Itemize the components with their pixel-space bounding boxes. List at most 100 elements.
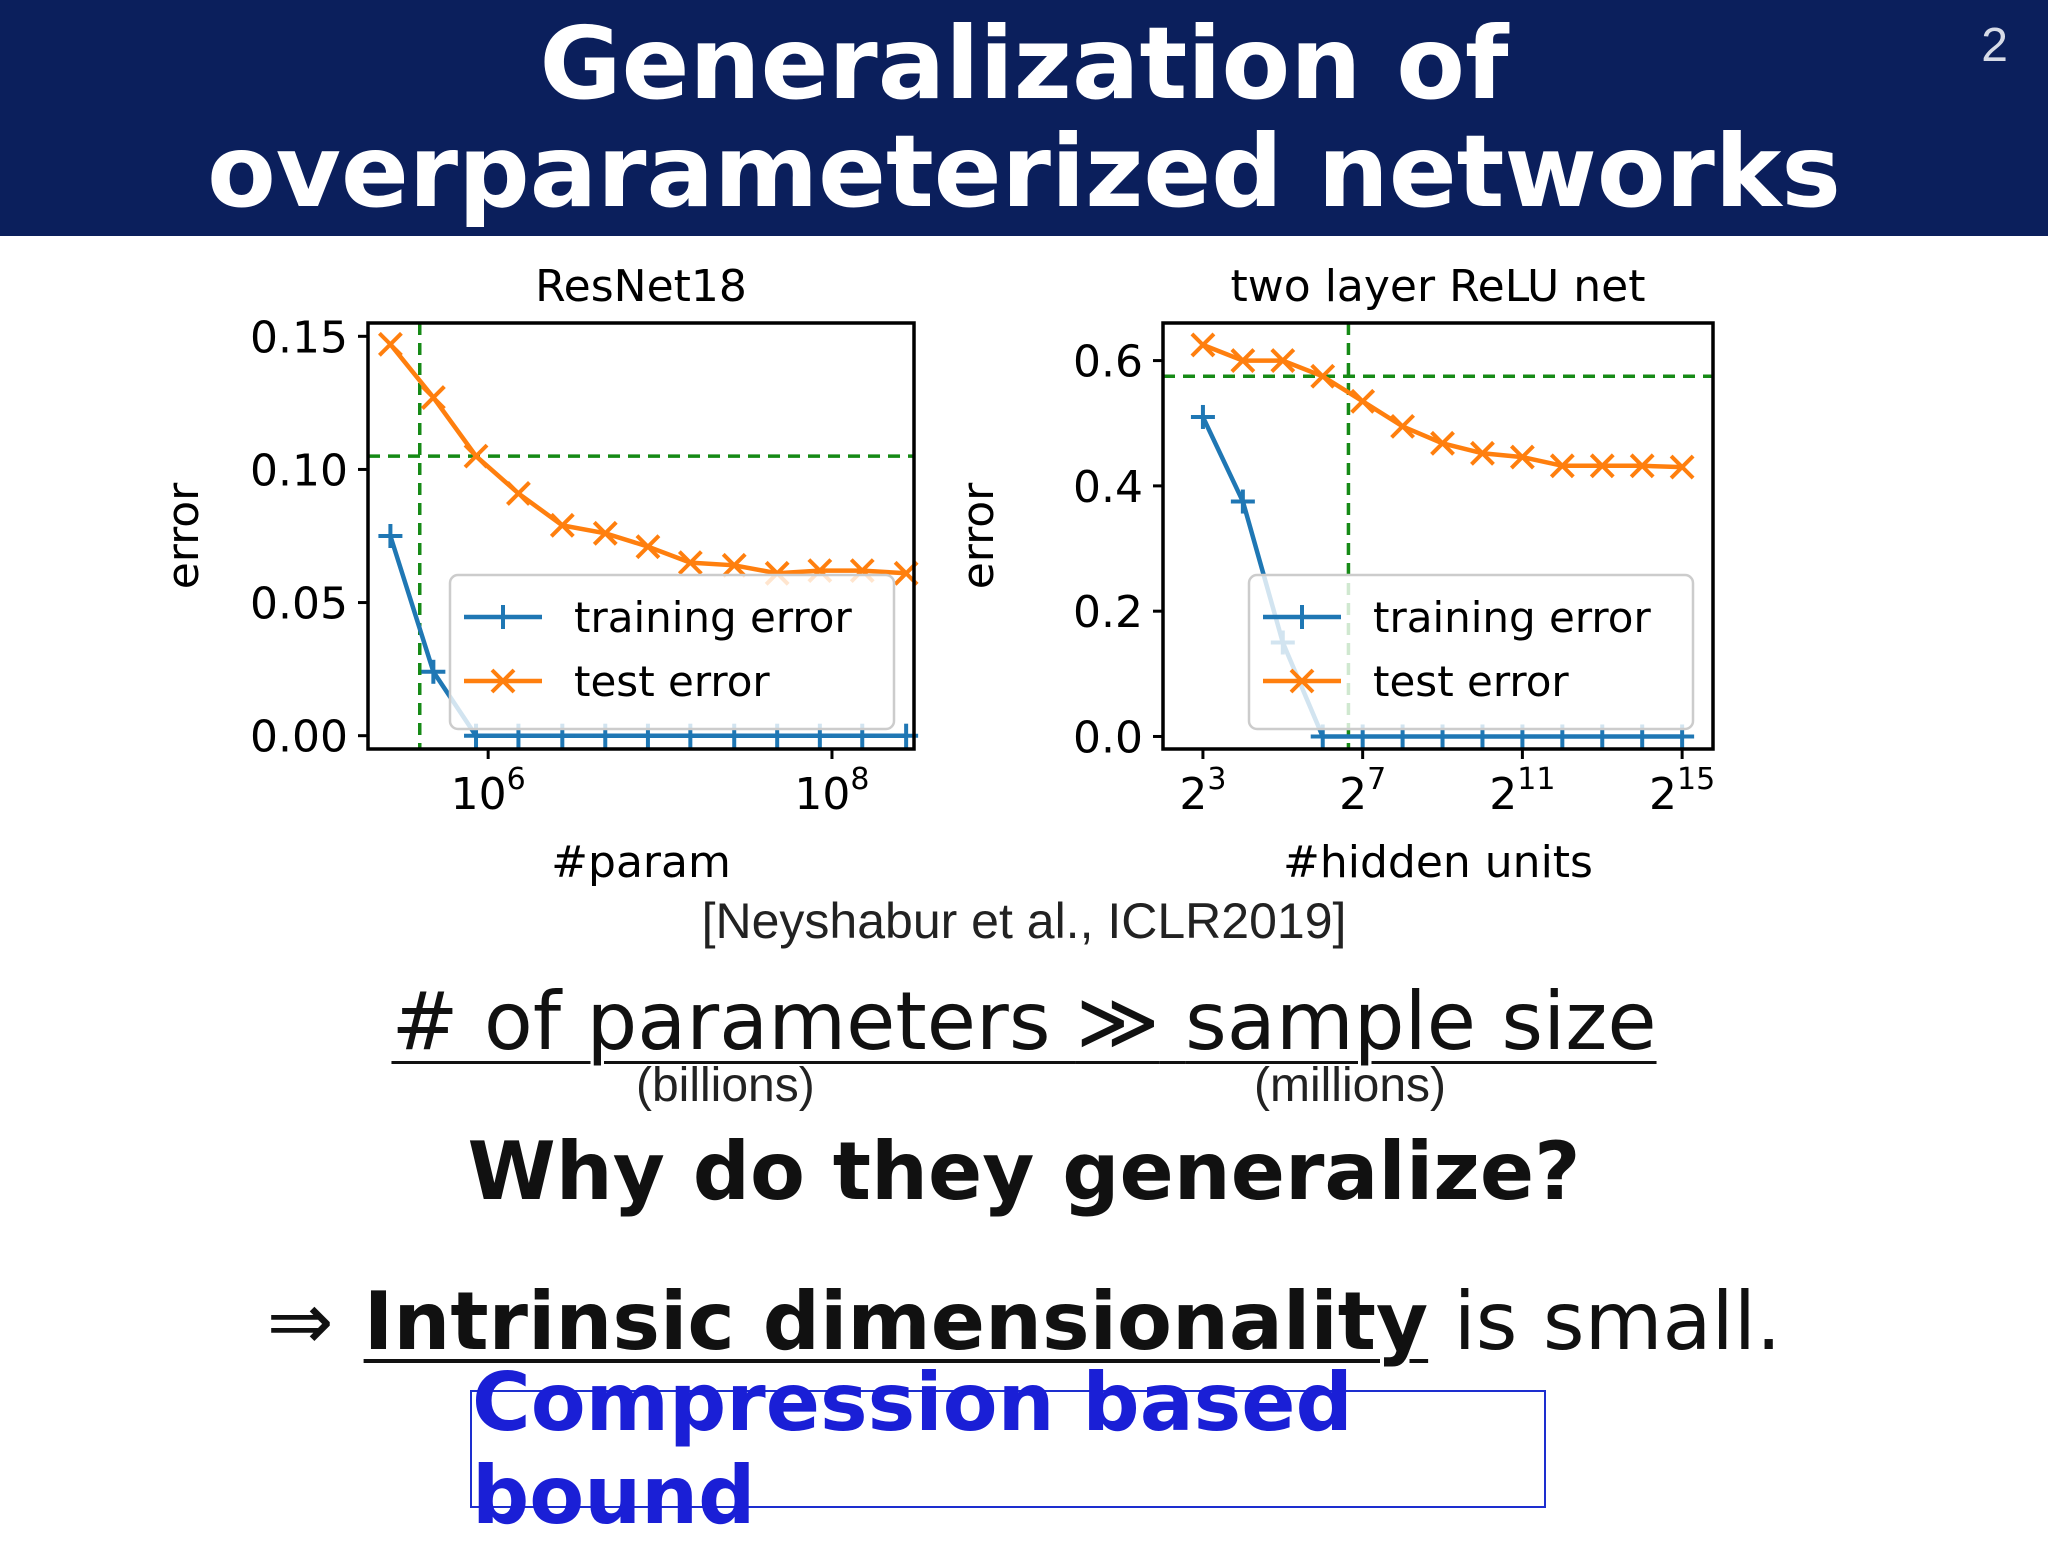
note-millions: (millions) [1254,1059,1446,1112]
training-error-point [1230,489,1255,514]
x-tick-base: 10 [794,769,850,820]
marker-stroke [1589,453,1615,479]
compression-bound-box: Compression based bound [470,1356,1546,1542]
legend-label: test error [574,657,770,706]
marker-stroke [377,331,403,357]
slide-page-number: 2 [1981,19,2008,72]
x-tick-exponent: 3 [1207,762,1226,797]
marker-stroke [1270,348,1296,374]
x-tick-label: 23 [1179,762,1226,820]
test-error-point [1629,453,1655,479]
marker-stroke [463,443,489,469]
x-tick-base: 2 [1489,769,1517,820]
charts-area: ResNet18 training error test error 0.00 0.05… [158,261,1715,886]
x-tick-label: 27 [1339,762,1386,820]
x-tick-exponent: 11 [1517,762,1555,797]
marker-stroke [635,534,661,560]
test-error-point [1190,332,1216,358]
y-tick-label: 0.4 [1073,462,1143,513]
x-axis-label: #param [551,837,731,886]
implies-arrow: ⇒ [266,1275,334,1368]
legend-box [448,573,896,731]
test-error-point [1509,444,1535,470]
y-tick-label: 0.2 [1073,587,1143,638]
training-error-point [1190,404,1215,429]
marker-stroke [506,480,531,506]
training-error-point [421,659,446,684]
x-tick-base: 2 [1339,769,1367,820]
x-tick-exponent: 7 [1367,762,1386,797]
legend-label: training error [1373,593,1651,642]
answer-rest: is small. [1453,1275,1782,1368]
note-billions: (billions) [636,1059,815,1112]
x-tick-label: 108 [794,762,869,820]
test-error-point [1669,454,1695,480]
question-heading: Why do they generalize? [467,1125,1581,1218]
marker-stroke [1549,453,1575,479]
answer-emphasis: Intrinsic dimensionality [363,1275,1429,1368]
test-error-point [1350,388,1376,414]
test-error-point [635,534,661,560]
test-error-point [1390,413,1416,439]
marker-stroke [1350,388,1376,414]
slide-title-line2: overparameterized networks [207,113,1841,230]
chart-title: ResNet18 [535,261,747,312]
claim-right: sample size [1185,975,1657,1068]
marker-stroke [1230,348,1256,374]
marker-stroke [1629,453,1655,479]
legend-box [1247,573,1695,731]
x-tick-base: 2 [1179,769,1207,820]
x-tick-exponent: 8 [850,762,869,797]
test-error-point [677,550,703,576]
x-tick-label: 106 [451,762,526,820]
test-error-point [1270,348,1296,374]
answer-line: ⇒ Intrinsic dimensionality is small. [0,1275,2048,1368]
test-error-point [506,480,531,506]
y-tick-label: 0.6 [1073,337,1143,388]
y-axis-label: error [953,482,1004,589]
marker-stroke [592,520,618,546]
marker-stroke [1470,440,1495,466]
test-error-point [1470,440,1495,466]
y-axis-label: error [158,482,209,589]
claim-operator: ≫ [1075,975,1160,1068]
y-tick-label: 0.10 [250,445,348,496]
x-tick-exponent: 15 [1677,762,1715,797]
marker-stroke [1669,454,1695,480]
test-error-point [1589,453,1615,479]
test-error-point [1310,363,1336,389]
compression-bound-label: Compression based bound [472,1356,1353,1542]
y-tick-label: 0.15 [250,312,348,363]
marker-stroke [1390,413,1416,439]
marker-stroke [1310,363,1336,389]
x-tick-exponent: 6 [507,762,526,797]
plot-frame [1161,321,1715,751]
chart-2: two layer ReLU net training error test err… [953,261,1715,886]
test-error-point [420,385,446,410]
chart-legend: training error test error [1247,573,1695,731]
chart-legend: training error test error [448,573,896,731]
marker-stroke [721,552,747,578]
test-error-point [1430,430,1455,456]
marker-stroke [420,385,446,410]
x-tick-label: 215 [1649,762,1715,820]
x-axis-label: #hidden units [1283,837,1593,886]
marker-stroke [677,550,703,576]
chart-title: two layer ReLU net [1231,261,1646,312]
marker-stroke [549,512,575,538]
claim-left: # of parameters [391,975,1051,1068]
series-line-test [1202,342,1683,470]
series-line-test [388,342,907,576]
legend-swatch-marker [490,668,516,694]
x-tick-base: 2 [1649,769,1677,820]
marker-stroke [1430,430,1455,456]
x-tick-label: 211 [1489,762,1555,820]
test-error-point [549,512,575,538]
y-tick-label: 0.0 [1073,712,1143,763]
test-error-point [377,331,403,357]
x-tick-base: 10 [451,769,507,820]
test-error-point [592,520,618,546]
citation: [Neyshabur et al., ICLR2019] [701,893,1347,949]
plot-frame [366,321,916,751]
legend-swatch-marker [1289,668,1315,694]
